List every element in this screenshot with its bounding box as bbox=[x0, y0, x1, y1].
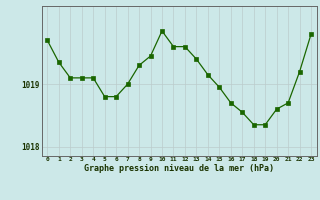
X-axis label: Graphe pression niveau de la mer (hPa): Graphe pression niveau de la mer (hPa) bbox=[84, 164, 274, 173]
